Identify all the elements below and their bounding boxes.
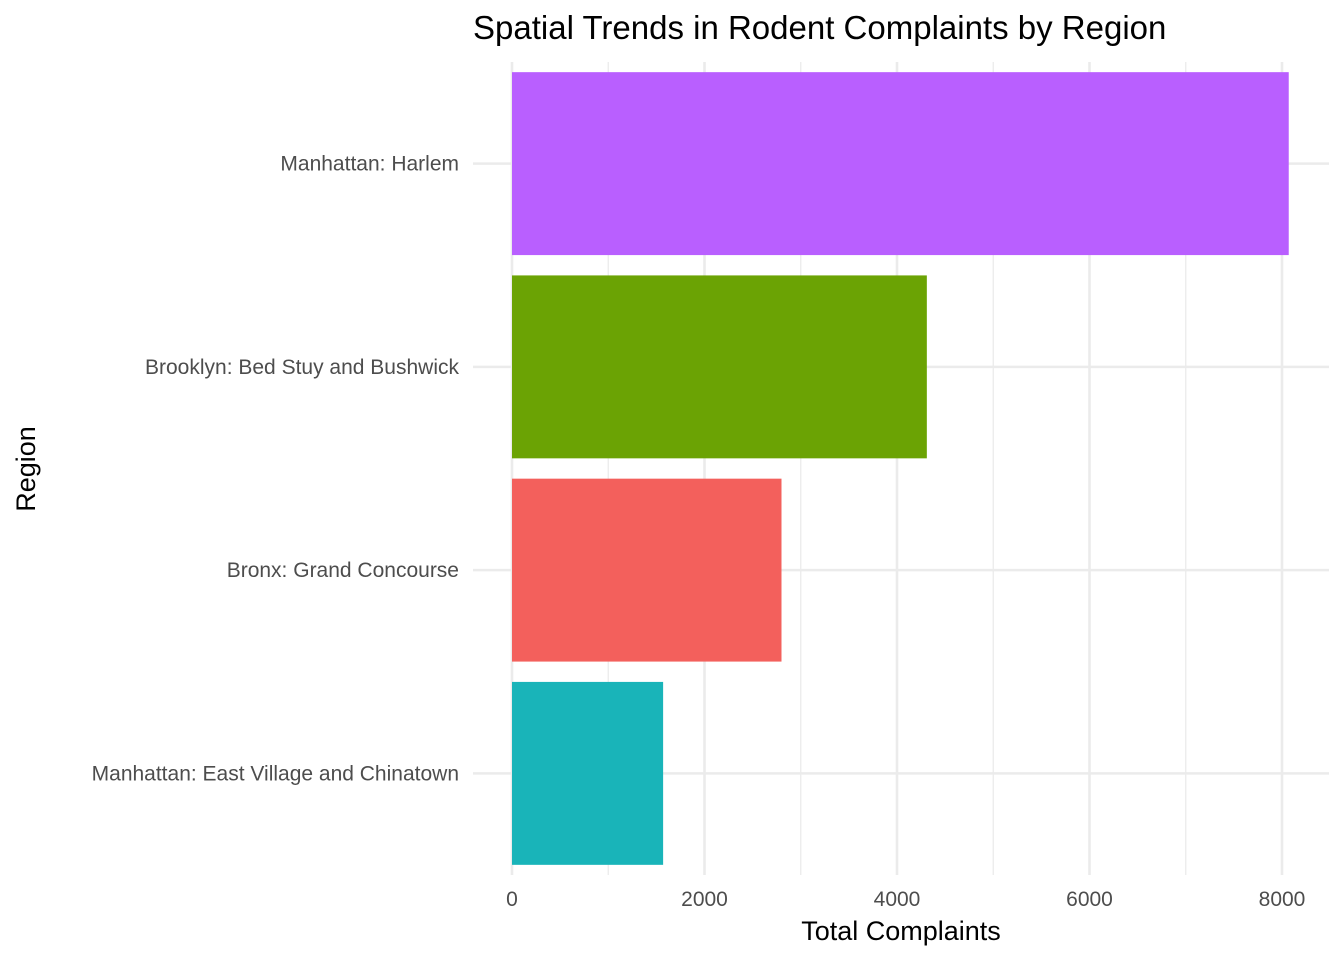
bars (512, 72, 1289, 865)
bar (512, 72, 1289, 256)
x-tick-labels: 0 2000 4000 6000 8000 (506, 888, 1305, 911)
y-tick-label: Bronx: Grand Concourse (227, 559, 459, 582)
x-tick-label: 0 (506, 888, 518, 911)
x-axis-title: Total Complaints (801, 916, 1001, 946)
y-tick-label: Manhattan: East Village and Chinatown (92, 762, 459, 785)
y-tick-labels: Manhattan: Harlem Brooklyn: Bed Stuy and … (92, 153, 460, 786)
bar (512, 681, 664, 865)
bar (512, 275, 927, 459)
x-tick-label: 4000 (874, 888, 921, 911)
chart-title: Spatial Trends in Rodent Complaints by R… (473, 9, 1166, 46)
y-axis-title: Region (11, 426, 41, 512)
x-tick-label: 8000 (1259, 888, 1306, 911)
bar (512, 478, 782, 662)
y-tick-label: Brooklyn: Bed Stuy and Bushwick (145, 356, 459, 379)
x-tick-label: 6000 (1066, 888, 1113, 911)
x-tick-label: 2000 (681, 888, 728, 911)
y-tick-label: Manhattan: Harlem (280, 153, 459, 176)
